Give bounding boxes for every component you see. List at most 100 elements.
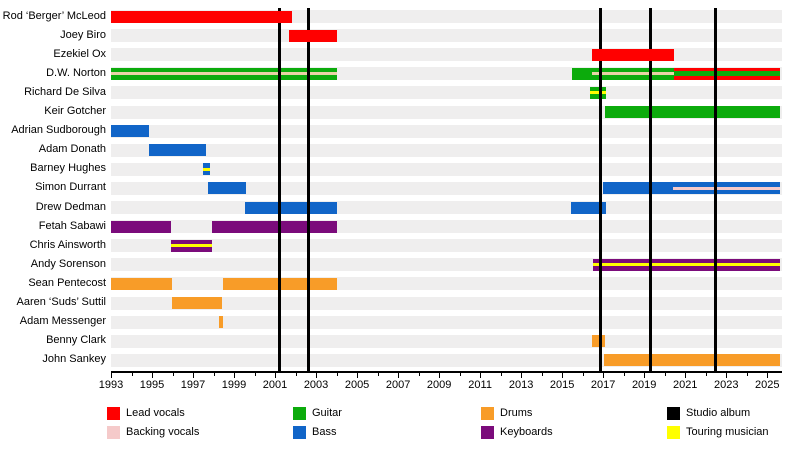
member-label: Ezekiel Ox [53,47,106,60]
row-background-stripe [111,334,782,348]
timeline-bar [571,201,607,214]
timeline-bar [245,201,337,214]
member-label: Adam Messenger [19,315,106,328]
timeline-bar [111,67,337,80]
timeline-bar [171,239,213,252]
row-background-stripe [111,29,782,43]
x-axis-tick-label: 2025 [754,378,780,391]
x-axis-tick-label: 2021 [672,378,698,391]
x-axis-minor-tick [459,372,461,376]
member-label: Andy Sorenson [30,257,106,270]
legend-swatch-touring-musician [667,426,680,439]
member-label: Keir Gotcher [44,105,106,117]
x-axis-minor-tick [664,372,666,376]
legend-swatch-backing-vocals [107,426,120,439]
role-stripe [171,244,213,248]
x-axis-minor-tick [172,372,174,376]
role-stripe [673,71,781,77]
role-stripe [590,91,607,95]
studio-album-line [598,8,602,371]
timeline-bar [289,29,337,42]
legend-label: Guitar [312,407,342,419]
timeline-bar [592,67,674,80]
x-axis-tick-label: 1995 [139,378,165,391]
x-axis-major-tick [398,372,400,378]
x-axis-major-tick [152,372,153,378]
timeline-bar [203,163,211,176]
row-background-stripe [111,201,782,214]
x-axis-minor-tick [705,372,707,376]
member-label: Barney Hughes [30,162,106,175]
x-axis-tick-label: 2009 [426,378,452,391]
x-axis-major-tick [316,372,318,378]
legend-label: Drums [500,407,533,419]
studio-album-line [306,8,310,371]
x-axis-minor-tick [582,372,584,376]
x-axis-major-tick [685,372,687,378]
legend-label: Backing vocals [126,426,200,438]
x-axis-minor-tick [131,372,133,376]
legend-swatch-drums [481,407,494,420]
x-axis-minor-tick [254,372,256,376]
row-background-stripe [111,315,782,329]
x-axis-minor-tick [418,372,420,376]
studio-album-line [278,8,282,371]
role-stripe [203,167,211,171]
x-axis-major-tick [275,372,277,378]
timeline-bar [219,316,223,329]
x-axis-tick-label: 2007 [385,378,411,391]
x-axis-tick-label: 2019 [631,378,657,391]
legend-label: Bass [312,426,337,438]
timeline-bar [111,125,149,138]
row-background-stripe [111,277,782,291]
x-axis-major-tick [521,372,523,378]
legend-swatch-keyboards [481,426,494,439]
role-stripe [672,186,781,190]
timeline-bar [172,297,222,309]
timeline-bar [593,258,781,271]
member-label: D.W. Norton [46,66,106,79]
legend-label: Studio album [686,407,751,419]
x-axis-minor-tick [336,372,338,376]
x-axis-tick-label: 2013 [508,378,534,391]
legend-label: Keyboards [500,426,553,438]
x-axis-major-tick [726,372,728,378]
row-background-stripe [111,143,782,157]
member-label: Rod ‘Berger’ McLeod [2,9,106,22]
x-axis-major-tick [193,372,195,378]
x-axis-major-tick [603,372,605,378]
row-background-stripe [111,48,782,62]
x-axis-major-tick [357,372,359,378]
timeline-bar [605,106,781,118]
timeline-bar [111,220,172,233]
x-axis-tick-label: 2003 [303,378,329,391]
member-label: Joey Biro [60,28,106,41]
x-axis-tick-label: 1993 [98,378,124,391]
x-axis-minor-tick [746,372,748,376]
member-label: Adrian Sudborough [11,124,106,137]
member-label: Sean Pentecost [28,276,106,289]
member-label: Fetah Sabawi [38,219,106,232]
x-axis-tick-label: 2011 [468,378,492,391]
timeline-bar [212,220,337,233]
x-axis-major-tick [234,372,236,378]
x-axis-minor-tick [377,372,379,376]
x-axis-tick-label: 2017 [590,378,616,391]
legend-label: Touring musician [686,426,769,438]
timeline-bar [572,67,593,80]
member-label: Adam Donath [38,143,106,156]
timeline-bar [604,354,781,367]
x-axis-line [111,370,782,373]
member-label: John Sankey [42,353,106,366]
x-axis-tick-label: 2015 [549,378,575,391]
timeline-bar [603,182,781,195]
x-axis-minor-tick [213,372,215,376]
timeline-bar [148,144,206,157]
x-axis-major-tick [767,372,769,378]
row-background-stripe [111,162,782,176]
role-stripe [111,72,337,76]
timeline-bar [111,277,173,290]
x-axis-minor-tick [500,372,502,376]
legend-label: Lead vocals [126,407,185,419]
